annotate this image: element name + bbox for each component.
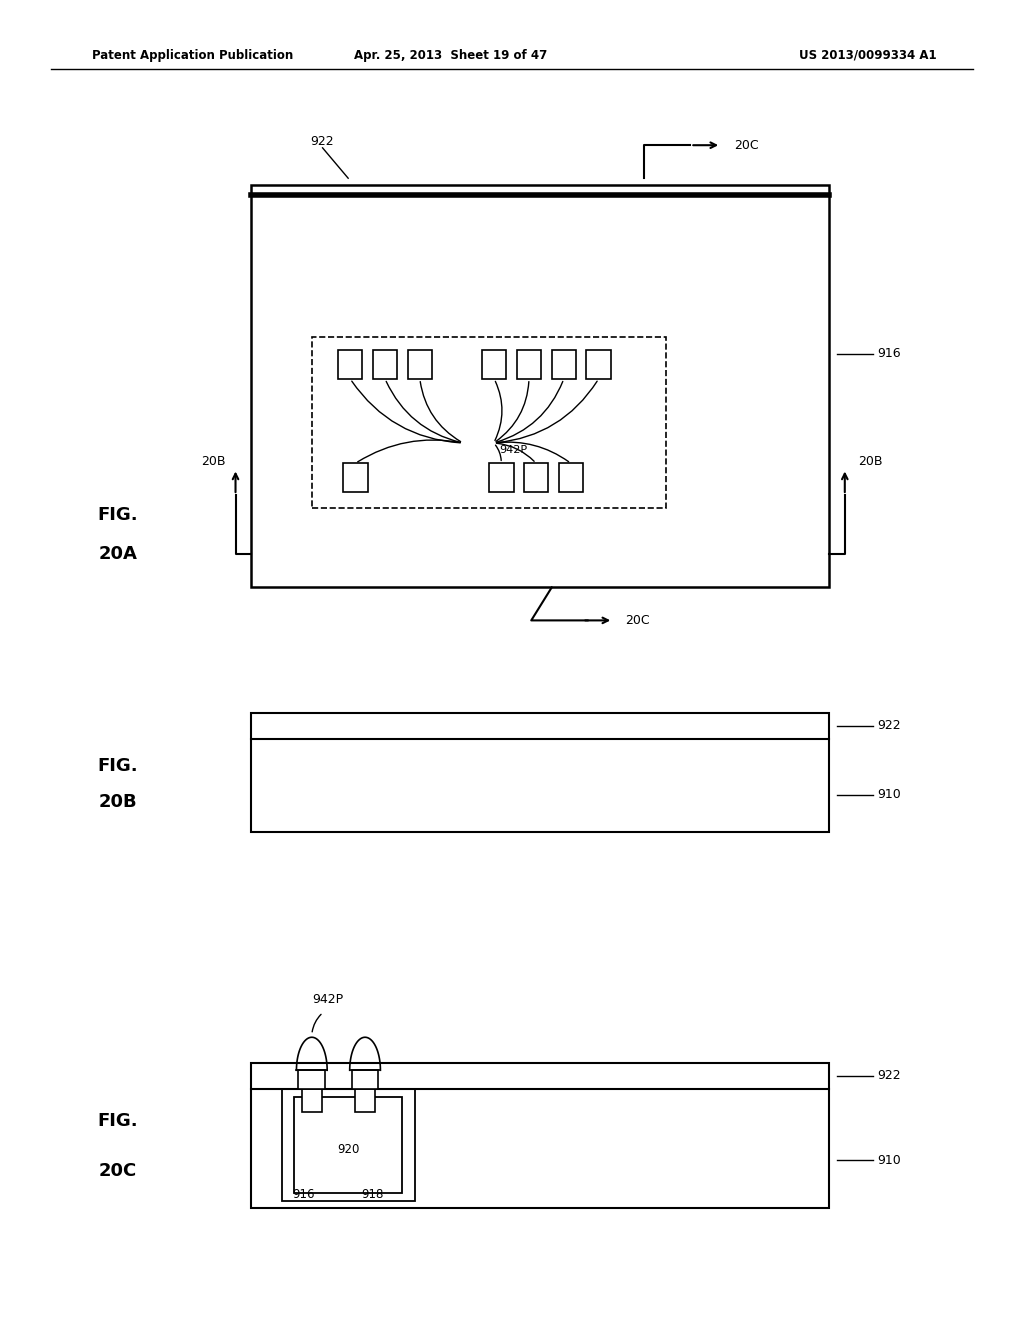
Text: FIG.: FIG. [97, 1111, 138, 1130]
Bar [299, 1071, 326, 1089]
Text: FIG.: FIG. [97, 506, 138, 524]
Bar [338, 350, 362, 379]
Text: 916: 916 [878, 347, 901, 360]
Bar [294, 1097, 402, 1193]
Bar [251, 713, 829, 832]
Text: Patent Application Publication: Patent Application Publication [92, 49, 294, 62]
Bar [282, 1089, 415, 1201]
Bar [523, 463, 549, 492]
Bar [343, 463, 368, 492]
Text: 20B: 20B [858, 455, 883, 469]
Text: FIG.: FIG. [97, 758, 138, 775]
Bar [251, 1063, 829, 1208]
Bar [408, 350, 432, 379]
Text: 922: 922 [878, 1069, 901, 1082]
Text: 20B: 20B [98, 793, 137, 810]
Bar [559, 463, 584, 492]
Text: 918: 918 [361, 1188, 384, 1201]
Text: Apr. 25, 2013  Sheet 19 of 47: Apr. 25, 2013 Sheet 19 of 47 [354, 49, 547, 62]
Text: 916: 916 [292, 1188, 314, 1201]
Text: 910: 910 [878, 1154, 901, 1167]
Text: 910: 910 [878, 788, 901, 801]
Text: 942P: 942P [312, 993, 344, 1006]
Bar [355, 1089, 376, 1113]
Bar [302, 1089, 323, 1113]
Text: 922: 922 [310, 135, 335, 148]
Bar [552, 350, 577, 379]
Text: 922: 922 [878, 719, 901, 733]
Text: 20C: 20C [734, 139, 759, 152]
Bar [312, 337, 666, 508]
Text: 20C: 20C [626, 614, 650, 627]
Bar [373, 350, 397, 379]
Bar [352, 1071, 379, 1089]
Text: 942P: 942P [499, 445, 527, 454]
Bar [489, 463, 513, 492]
Bar [587, 350, 611, 379]
Text: 920: 920 [337, 1143, 359, 1156]
Bar [517, 350, 542, 379]
Text: 20A: 20A [98, 545, 137, 564]
Bar [251, 185, 829, 587]
Text: US 2013/0099334 A1: US 2013/0099334 A1 [800, 49, 937, 62]
Bar [482, 350, 507, 379]
Text: 20C: 20C [98, 1163, 137, 1180]
Text: 20B: 20B [201, 455, 225, 469]
